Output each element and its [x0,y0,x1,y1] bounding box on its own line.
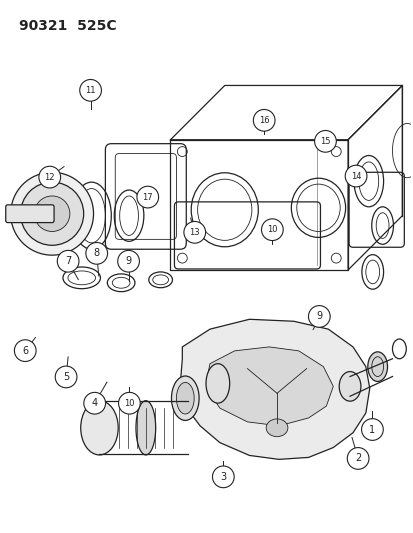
Circle shape [117,251,139,272]
Ellipse shape [176,382,194,414]
Circle shape [83,392,105,414]
Circle shape [361,418,382,440]
Circle shape [212,466,234,488]
Circle shape [261,219,282,240]
Text: 13: 13 [189,228,199,237]
Ellipse shape [81,401,118,455]
Text: 8: 8 [93,248,100,259]
Circle shape [347,448,368,469]
Ellipse shape [206,364,229,403]
Text: 11: 11 [85,86,96,95]
Text: 10: 10 [266,225,277,234]
Text: 12: 12 [44,173,55,182]
Text: 2: 2 [354,454,361,463]
Ellipse shape [338,372,360,401]
Circle shape [21,182,83,245]
Text: 6: 6 [22,345,28,356]
Circle shape [57,251,79,272]
FancyBboxPatch shape [6,205,54,223]
Ellipse shape [135,401,155,455]
Polygon shape [207,347,332,426]
Ellipse shape [367,352,387,382]
Circle shape [183,222,205,243]
Text: 9: 9 [125,256,131,266]
Text: 1: 1 [368,424,375,434]
Polygon shape [180,319,369,459]
Ellipse shape [266,419,287,437]
Text: 4: 4 [91,398,97,408]
Ellipse shape [171,376,199,421]
Text: 9: 9 [316,311,322,321]
Text: 10: 10 [124,399,134,408]
Circle shape [39,166,60,188]
Text: 3: 3 [220,472,226,482]
Circle shape [137,186,158,208]
Text: 16: 16 [258,116,269,125]
Circle shape [55,366,77,388]
Circle shape [118,392,140,414]
Circle shape [314,131,335,152]
Circle shape [85,243,107,264]
Text: 7: 7 [65,256,71,266]
Text: 5: 5 [63,372,69,382]
Circle shape [308,305,330,327]
Circle shape [344,165,366,187]
Text: 14: 14 [350,172,361,181]
Text: 17: 17 [142,192,153,201]
Circle shape [80,79,101,101]
Circle shape [253,109,274,131]
Circle shape [14,340,36,361]
Circle shape [11,172,93,255]
Text: 15: 15 [319,137,330,146]
Text: 90321  525C: 90321 525C [19,19,116,34]
Circle shape [34,196,70,231]
